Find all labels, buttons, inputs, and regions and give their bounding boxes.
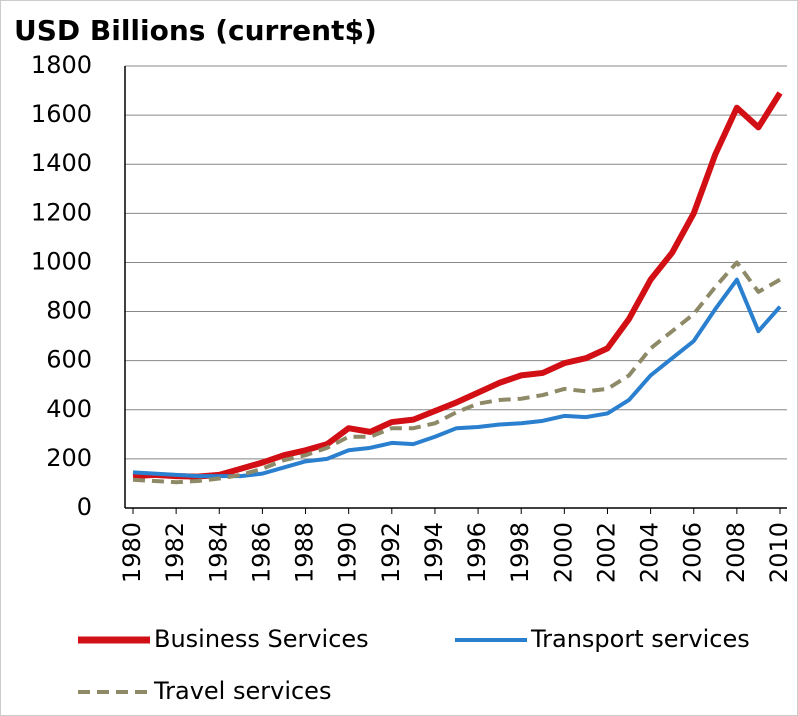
x-tick-label: 1980	[118, 522, 146, 583]
x-tick-label: 2008	[722, 522, 750, 583]
x-tick-label: 1992	[377, 522, 405, 583]
y-tick-label: 1600	[31, 100, 92, 128]
y-tick-label: 1400	[31, 149, 92, 177]
y-tick-label: 0	[77, 493, 92, 521]
x-tick-label: 1994	[420, 522, 448, 583]
y-tick-label: 600	[46, 346, 92, 374]
x-tick-label: 1986	[247, 522, 275, 583]
y-tick-label: 200	[46, 444, 92, 472]
legend-label: Transport services	[530, 625, 750, 653]
legend-label: Business Services	[154, 625, 369, 653]
x-tick-label: 2006	[679, 522, 707, 583]
x-tick-label: 2002	[592, 522, 620, 583]
y-tick-label: 800	[46, 297, 92, 325]
series-line	[132, 260, 781, 485]
x-tick-label: 1988	[291, 522, 319, 583]
y-tick-label: 1000	[31, 247, 92, 275]
y-tick-label: 1200	[31, 198, 92, 226]
x-tick-label: 2010	[765, 522, 793, 583]
x-tick-label: 1998	[506, 522, 534, 583]
x-tick-label: 1990	[334, 522, 362, 583]
x-tick-label: 1984	[204, 522, 232, 583]
y-tick-label: 400	[46, 395, 92, 423]
y-tick-label: 1800	[31, 51, 92, 79]
legend-label: Travel services	[153, 677, 331, 705]
series-line	[132, 91, 783, 480]
series-line	[132, 277, 782, 479]
x-tick-label: 1996	[463, 522, 491, 583]
x-tick-label: 2004	[636, 522, 664, 583]
x-tick-label: 2000	[549, 522, 577, 583]
chart-title: USD Billions (current$)	[14, 14, 377, 47]
x-tick-label: 1982	[161, 522, 189, 583]
